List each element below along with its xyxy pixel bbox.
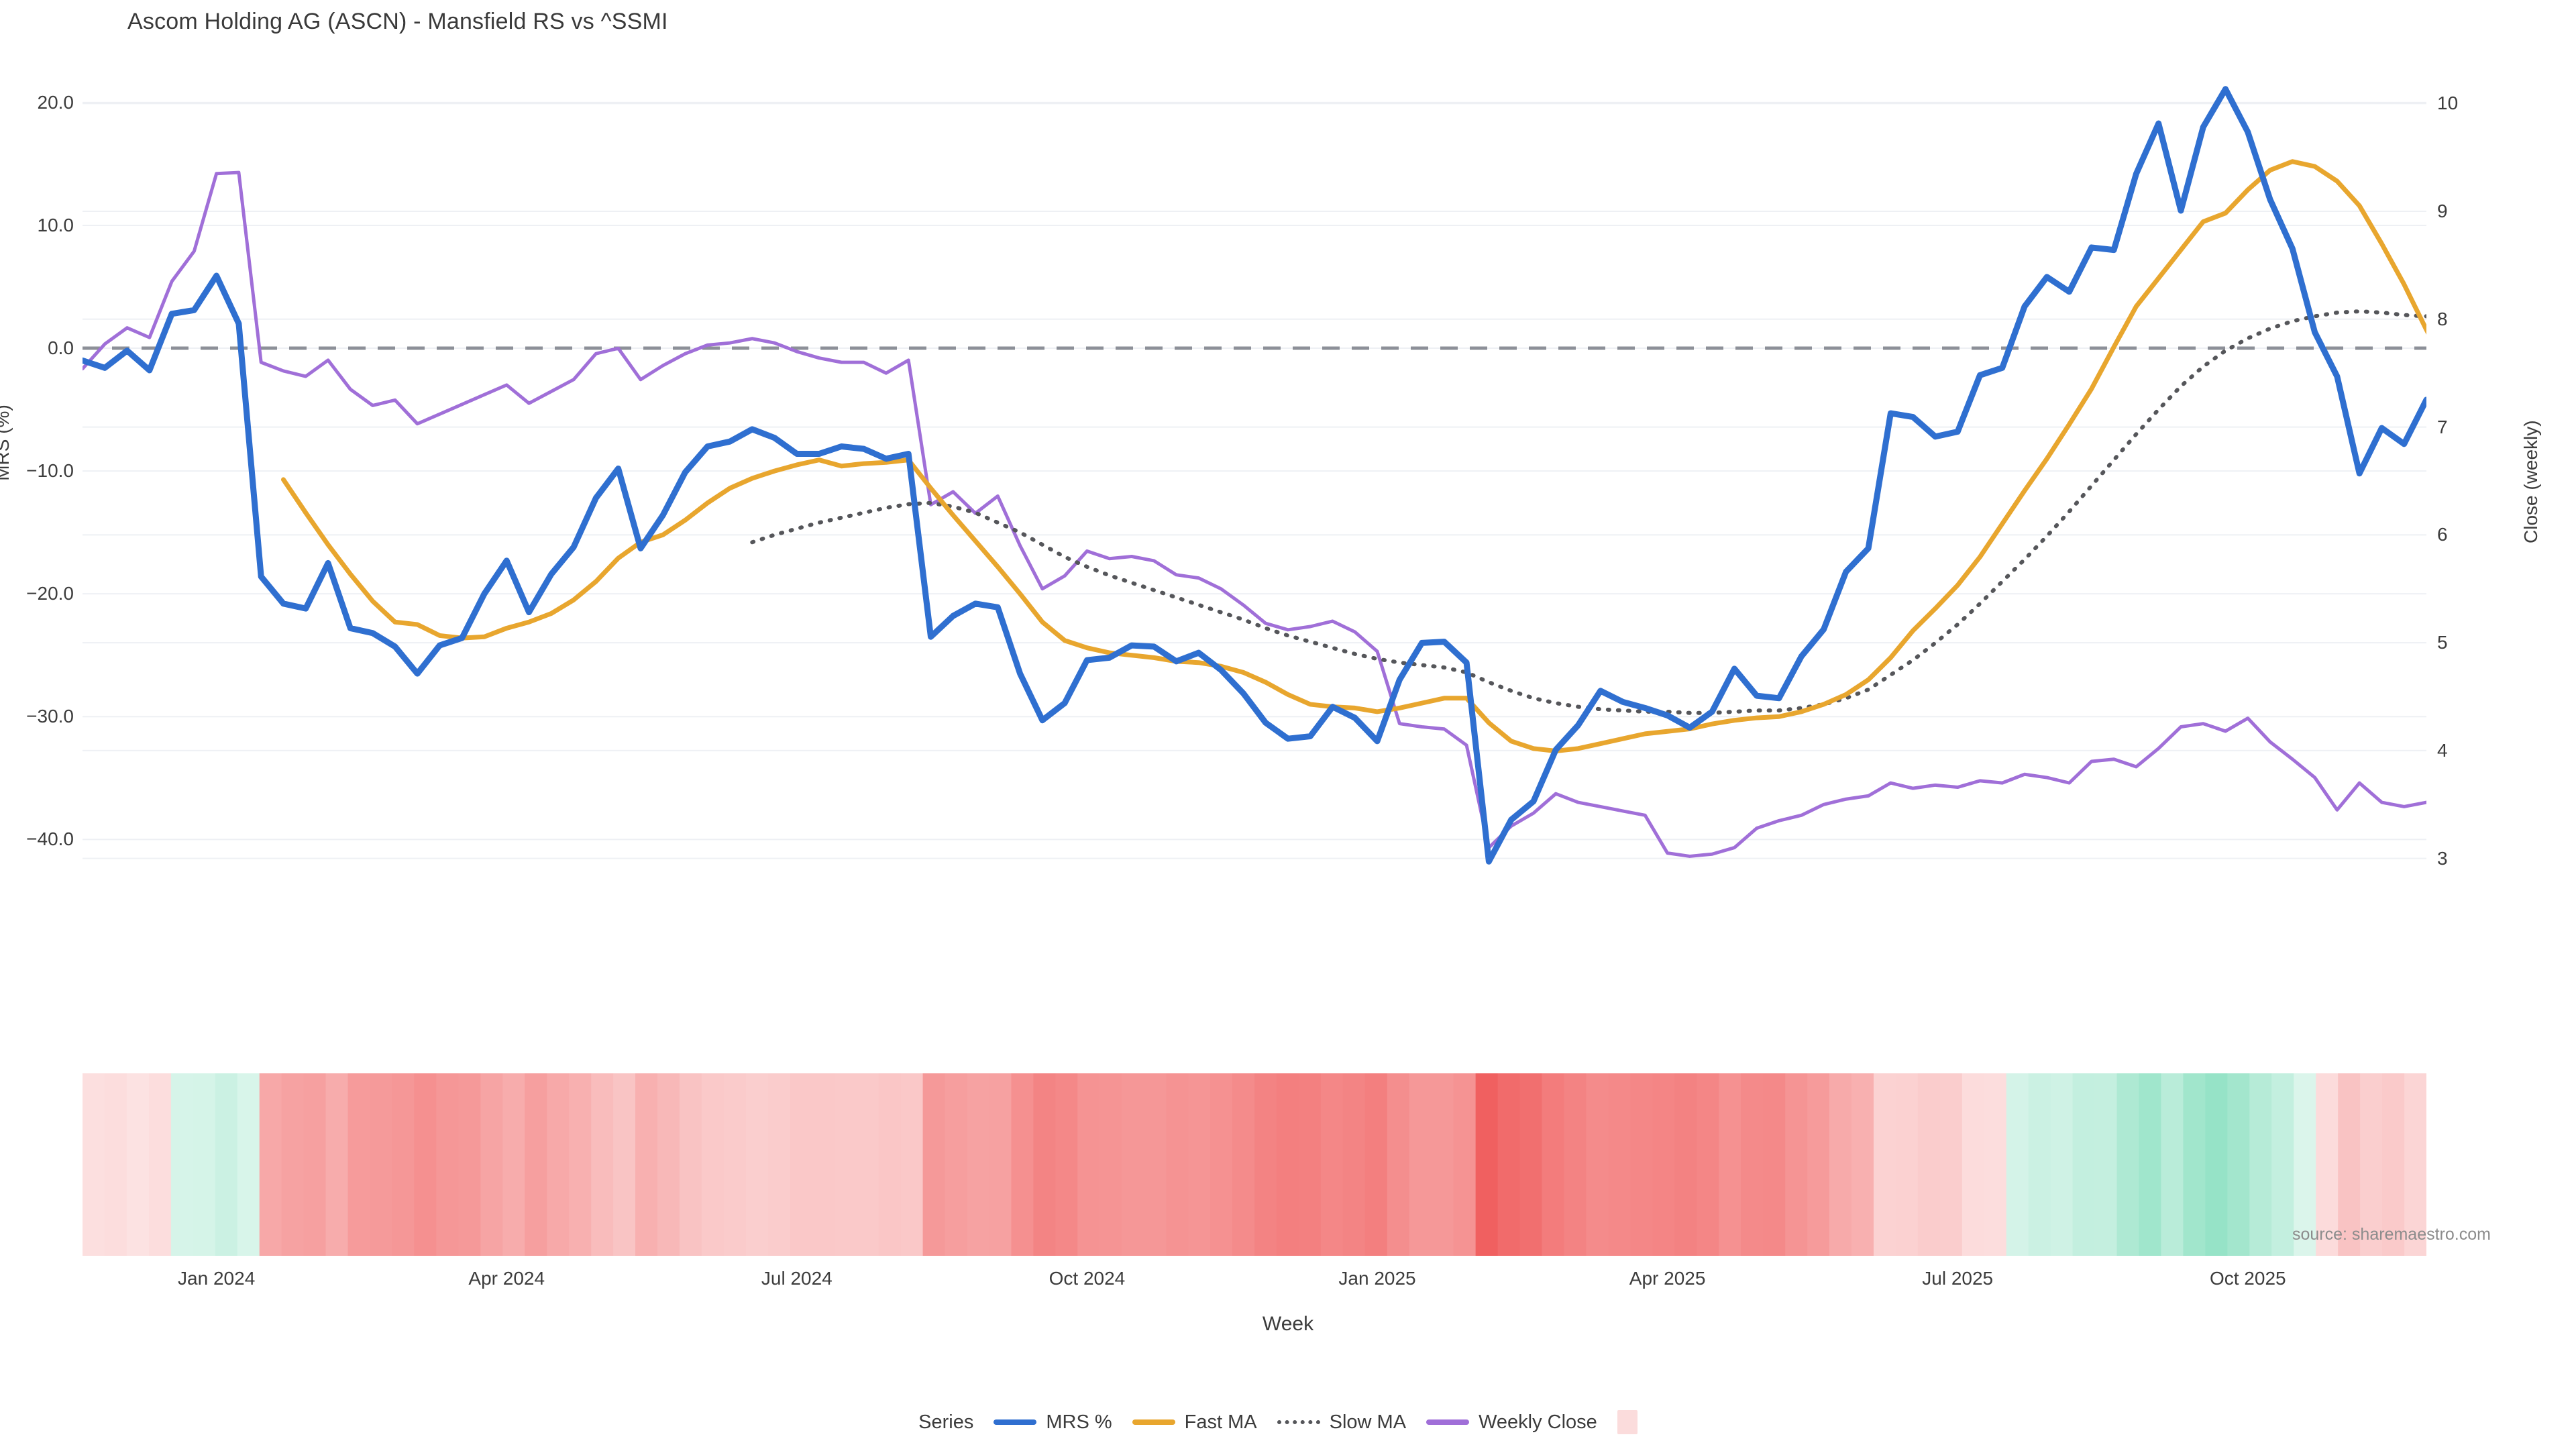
x-axis-tick: Oct 2024 — [1049, 1268, 1126, 1289]
right-axis-tick: 8 — [2437, 308, 2448, 329]
legend-label: MRS % — [1046, 1411, 1112, 1433]
right-axis-tick: 5 — [2437, 632, 2448, 653]
legend-label: Weekly Close — [1479, 1411, 1597, 1433]
x-axis-tick: Apr 2025 — [1629, 1268, 1706, 1289]
legend-line-swatch — [1426, 1419, 1470, 1425]
left-axis-tick: −20.0 — [26, 583, 74, 604]
mrs-regime-heat-strip — [83, 1073, 2426, 1256]
legend-heat-swatch — [1617, 1410, 1638, 1434]
left-axis-label: MRS (%) — [0, 405, 13, 481]
x-axis-tick: Apr 2024 — [468, 1268, 545, 1289]
x-axis-tick: Oct 2025 — [2209, 1268, 2286, 1289]
legend-line-swatch — [1132, 1419, 1175, 1425]
x-axis-label: Week — [1262, 1313, 1314, 1335]
legend-item[interactable]: Slow MA — [1277, 1411, 1406, 1434]
source-note: source: sharemaestro.com — [2292, 1225, 2491, 1244]
left-axis-tick: −10.0 — [26, 460, 74, 482]
heat-strip-svg — [83, 1073, 2426, 1256]
legend-item[interactable]: Weekly Close — [1426, 1411, 1597, 1434]
right-axis-label: Close (weekly) — [2520, 420, 2541, 543]
legend-label: Slow MA — [1329, 1411, 1407, 1433]
x-axis-tick: Jul 2025 — [1922, 1268, 1994, 1289]
left-axis-tick: 20.0 — [37, 91, 74, 113]
legend-line-swatch — [994, 1419, 1037, 1425]
x-axis-tick: Jan 2024 — [178, 1268, 256, 1289]
right-axis-tick: 4 — [2437, 739, 2448, 761]
page-title: Ascom Holding AG (ASCN) - Mansfield RS v… — [127, 9, 668, 34]
legend-item[interactable]: Fast MA — [1132, 1411, 1257, 1434]
left-axis-tick: 10.0 — [37, 214, 74, 235]
left-axis-tick: −30.0 — [26, 706, 74, 727]
legend-title: Series — [918, 1411, 974, 1433]
main-plot-area — [83, 66, 2426, 907]
chart-legend: Series MRS % Fast MA Slow MA Weekly Close — [0, 1406, 2576, 1438]
plot-svg — [83, 86, 2426, 865]
right-axis-tick: 9 — [2437, 201, 2448, 222]
right-axis-ticks: 10 9 8 7 6 5 4 3 — [2437, 66, 2518, 907]
left-axis-tick: 0.0 — [48, 337, 74, 359]
left-axis-tick: −40.0 — [26, 828, 74, 850]
legend-line-swatch — [1277, 1420, 1320, 1424]
right-axis-tick: 7 — [2437, 416, 2448, 437]
x-axis-tick: Jan 2025 — [1338, 1268, 1416, 1289]
legend-item[interactable] — [1617, 1410, 1638, 1434]
x-axis-tick: Jul 2024 — [761, 1268, 833, 1289]
right-axis-tick: 10 — [2437, 93, 2459, 114]
x-axis-ticks: Jan 2024 Apr 2024 Jul 2024 Oct 2024 Jan 2025… — [83, 1268, 2426, 1299]
right-axis-tick: 6 — [2437, 524, 2448, 545]
right-axis-tick: 3 — [2437, 847, 2448, 869]
left-axis-ticks: 20.0 10.0 0.0 −10.0 −20.0 −30.0 −40.0 — [0, 66, 74, 907]
legend-label: Fast MA — [1184, 1411, 1257, 1433]
legend-item[interactable]: MRS % — [994, 1411, 1112, 1434]
